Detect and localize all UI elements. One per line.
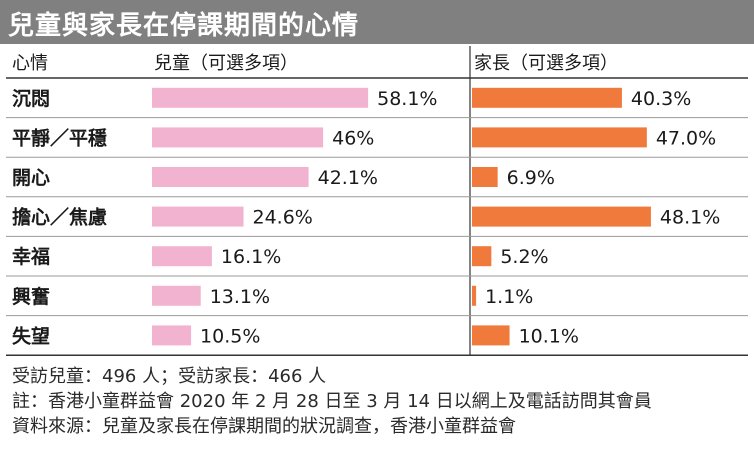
bar-parents (472, 87, 622, 108)
bar-children (152, 285, 201, 306)
category-header: 心情 (12, 53, 48, 74)
bar-parents (472, 167, 498, 187)
data-label-parents: 40.3% (631, 88, 691, 110)
sample-size-note: 受訪兒童：496 人；受訪家長：466 人 (12, 366, 327, 387)
category-label: 擔心／焦慮 (12, 206, 107, 229)
bar-parents (472, 285, 477, 306)
category-label: 開心 (12, 167, 50, 189)
data-label-children: 58.1% (377, 88, 437, 110)
data-label-children: 16.1% (221, 246, 281, 268)
bar-children (152, 246, 212, 267)
data-source-note: 資料來源：兒童及家長在停課期間的狀況調查，香港小童群益會 (12, 416, 516, 437)
bar-parents (472, 206, 651, 227)
data-label-parents: 5.2% (500, 246, 548, 268)
bar-children (152, 325, 192, 346)
series-header-1: 兒童（可選多項） (154, 53, 298, 74)
bar-parents (472, 325, 510, 346)
data-label-children: 13.1% (210, 286, 270, 308)
footnotes: 受訪兒童：496 人；受訪家長：466 人 註：香港小童群益會 2020 年 2… (12, 364, 752, 439)
data-label-parents: 1.1% (485, 286, 533, 308)
bar-children (152, 127, 324, 148)
bar-children (152, 167, 309, 187)
bar-children (152, 87, 369, 108)
bar-parents (472, 246, 492, 267)
title-bar: 兒童與家長在停課期間的心情 (0, 0, 754, 44)
category-label: 失望 (12, 324, 50, 347)
survey-method-note: 註：香港小童群益會 2020 年 2 月 28 日至 3 月 14 日以網上及電… (12, 391, 652, 412)
data-label-parents: 10.1% (519, 325, 579, 347)
data-label-parents: 48.1% (660, 207, 720, 229)
bar-parents (472, 127, 647, 148)
category-label: 幸福 (12, 245, 50, 268)
category-label: 興奮 (12, 285, 50, 308)
bar-children (152, 206, 244, 227)
series-header-2: 家長（可選多項） (474, 53, 618, 74)
chart-title: 兒童與家長在停課期間的心情 (8, 11, 360, 41)
category-label: 沉悶 (12, 88, 50, 110)
category-label: 平靜／平穩 (12, 126, 107, 149)
data-label-children: 24.6% (253, 207, 313, 229)
bar-chart: 心情 兒童（可選多項） 家長（可選多項） 沉悶 58.1% 40.3% 平靜／平穩 46% 47… (6, 46, 748, 356)
data-label-parents: 47.0% (656, 127, 716, 149)
data-label-children: 42.1% (318, 167, 378, 189)
data-label-children: 10.5% (200, 325, 260, 347)
data-label-children: 46% (332, 127, 374, 149)
data-label-parents: 6.9% (507, 167, 555, 189)
